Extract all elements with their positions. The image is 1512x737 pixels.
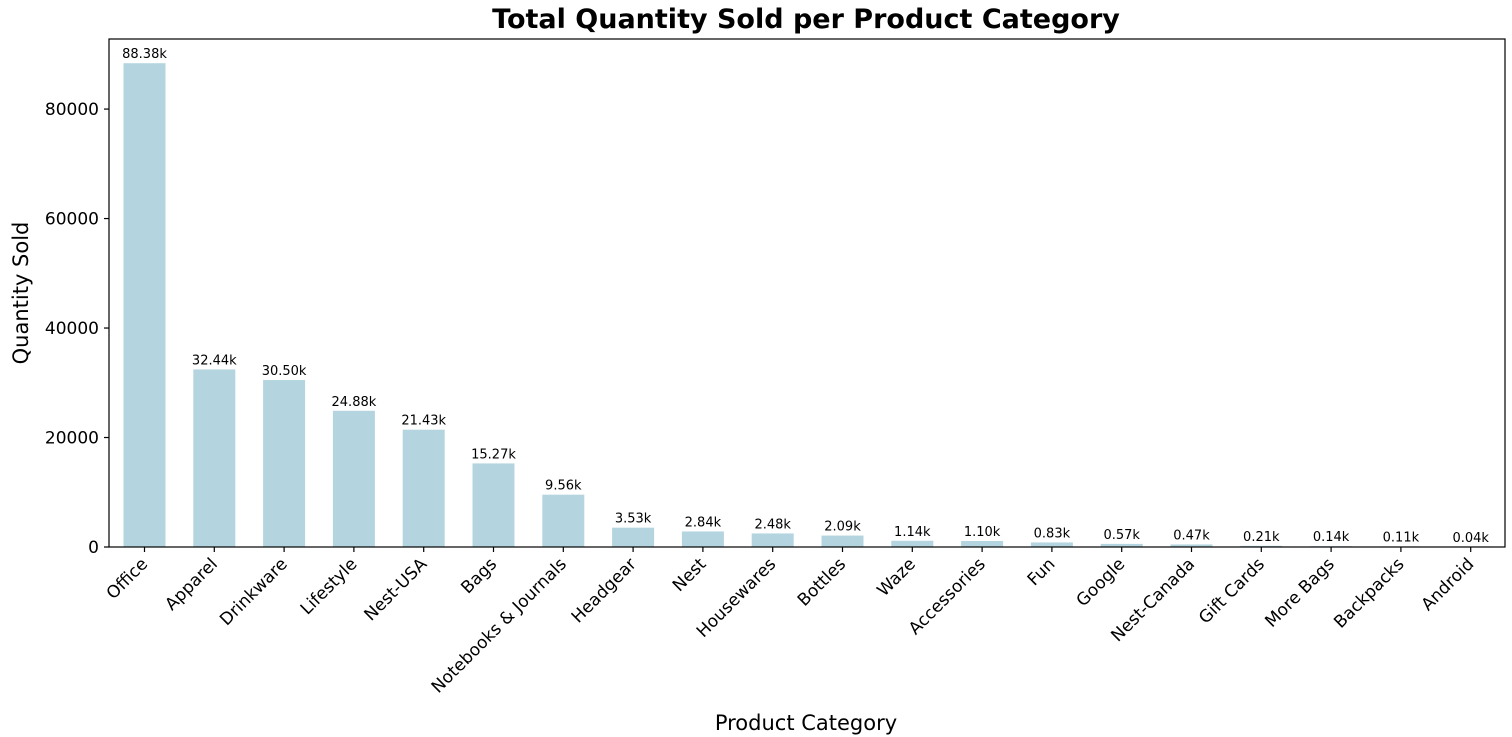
bar-nest-usa bbox=[402, 429, 445, 547]
y-tick-label: 80000 bbox=[45, 100, 99, 120]
bar-accessories bbox=[961, 540, 1004, 547]
x-tick-label: Headgear bbox=[568, 554, 641, 627]
data-label: 0.11k bbox=[1383, 530, 1420, 545]
data-label: 0.83k bbox=[1034, 526, 1071, 541]
x-tick-label: More Bags bbox=[1261, 554, 1338, 631]
x-tick-label: Waze bbox=[873, 554, 919, 600]
bars-group bbox=[123, 63, 1492, 548]
x-tick-label: Fun bbox=[1024, 554, 1060, 590]
data-label: 1.14k bbox=[894, 525, 931, 540]
data-label: 2.48k bbox=[754, 517, 791, 532]
data-label: 24.88k bbox=[332, 395, 377, 410]
y-axis: 0 20000 40000 60000 80000 bbox=[45, 100, 109, 558]
bar-nest-canada bbox=[1170, 544, 1213, 547]
data-label: 0.47k bbox=[1173, 528, 1210, 543]
bar-bags bbox=[472, 463, 515, 547]
x-tick-label: Android bbox=[1418, 554, 1479, 615]
y-tick-label: 60000 bbox=[45, 210, 99, 230]
bar-drinkware bbox=[263, 380, 306, 547]
bar-nest bbox=[681, 531, 724, 547]
data-label: 9.56k bbox=[545, 479, 582, 494]
bar-notebooks-journals bbox=[542, 494, 585, 547]
bar-headgear bbox=[612, 527, 655, 547]
data-label: 30.50k bbox=[262, 364, 307, 379]
chart-title: Total Quantity Sold per Product Category bbox=[492, 4, 1120, 35]
data-label: 0.14k bbox=[1313, 530, 1350, 545]
x-tick-label: Nest bbox=[669, 554, 711, 596]
data-label: 88.38k bbox=[122, 47, 167, 62]
x-axis-label: Product Category bbox=[715, 711, 897, 735]
x-tick-label: Bottles bbox=[794, 554, 850, 610]
x-tick-label: Office bbox=[103, 554, 152, 603]
x-tick-label: Apparel bbox=[161, 554, 221, 614]
x-tick-label: Drinkware bbox=[216, 554, 292, 630]
data-label: 1.10k bbox=[964, 525, 1001, 540]
x-tick-label: Notebooks & Journals bbox=[428, 554, 571, 697]
bar-housewares bbox=[751, 533, 794, 547]
bar-office bbox=[123, 63, 166, 548]
data-label: 0.04k bbox=[1452, 531, 1489, 546]
x-tick-label: Google bbox=[1073, 554, 1130, 611]
data-labels-group: 88.38k 32.44k 30.50k 24.88k 21.43k 15.27k 9.56… bbox=[122, 47, 1489, 546]
x-tick-label: Backpacks bbox=[1330, 554, 1408, 632]
x-tick-label: Gift Cards bbox=[1195, 554, 1269, 628]
y-tick-label: 0 bbox=[88, 538, 99, 558]
bar-apparel bbox=[193, 369, 236, 547]
x-tick-label: Nest-USA bbox=[361, 554, 432, 625]
x-tick-label: Lifestyle bbox=[297, 554, 362, 619]
bar-google bbox=[1100, 543, 1143, 547]
data-label: 21.43k bbox=[401, 414, 446, 429]
y-axis-label: Quantity Sold bbox=[9, 222, 33, 365]
data-label: 2.09k bbox=[824, 520, 861, 535]
data-label: 32.44k bbox=[192, 353, 237, 368]
bar-fun bbox=[1030, 542, 1073, 547]
x-tick-label: Bags bbox=[457, 554, 501, 598]
data-label: 0.21k bbox=[1243, 530, 1280, 545]
data-label: 2.84k bbox=[685, 515, 722, 530]
bar-waze bbox=[891, 540, 934, 547]
data-label: 3.53k bbox=[615, 512, 652, 527]
data-label: 0.57k bbox=[1103, 528, 1140, 543]
y-tick-label: 40000 bbox=[45, 319, 99, 339]
y-tick-label: 20000 bbox=[45, 429, 99, 449]
plot-frame bbox=[108, 38, 1506, 548]
data-label: 15.27k bbox=[471, 447, 516, 462]
bar-bottles bbox=[821, 535, 864, 547]
bar-lifestyle bbox=[332, 410, 375, 547]
